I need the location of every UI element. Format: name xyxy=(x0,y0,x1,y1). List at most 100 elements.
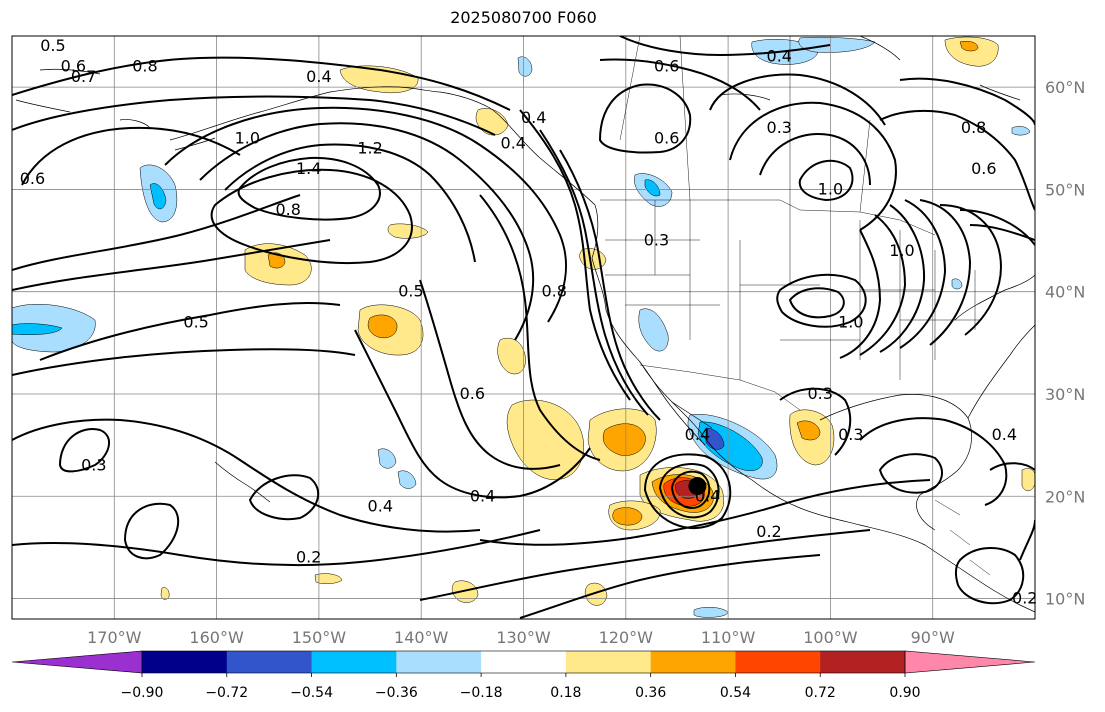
shade-neg-region xyxy=(705,427,725,450)
contour-line xyxy=(643,453,732,530)
shade-neg-region xyxy=(1011,126,1031,136)
colorbar-swatch xyxy=(142,651,228,673)
shade-pos-region xyxy=(959,41,979,52)
contour-line xyxy=(599,58,761,111)
contour-label: 1.0 xyxy=(838,312,863,331)
contour-line xyxy=(164,106,567,323)
coastline-alaska xyxy=(119,86,441,151)
contour-label: 0.3 xyxy=(838,425,863,444)
contour-line xyxy=(12,194,301,271)
latitude-tick-label: 20°N xyxy=(1045,487,1085,506)
contour-line xyxy=(419,279,561,470)
contour-line xyxy=(658,463,720,519)
contour-label: 0.2 xyxy=(1012,589,1037,608)
contour-line xyxy=(248,474,320,520)
coastline-hawaii xyxy=(214,461,271,503)
shade-neg-region xyxy=(377,448,397,469)
contour-label: 0.8 xyxy=(275,200,300,219)
longitude-tick-label: 160°W xyxy=(189,628,244,647)
contour-label: 1.0 xyxy=(235,128,260,147)
contour-line xyxy=(779,387,852,456)
contour-layer xyxy=(12,36,1035,619)
colorbar-swatch xyxy=(226,651,313,673)
contour-label: 0.3 xyxy=(767,118,792,137)
contour-line xyxy=(354,329,591,499)
shade-pos-region xyxy=(475,108,509,136)
shade-pos-region xyxy=(314,573,343,584)
contour-line xyxy=(954,547,1025,605)
shade-neg-region xyxy=(638,308,669,352)
contour-line xyxy=(879,204,926,353)
shade-neg-region xyxy=(12,323,63,335)
contour-label: 0.7 xyxy=(71,67,96,86)
contour-line xyxy=(729,101,897,231)
colorbar-tick-label: 0.18 xyxy=(550,685,581,701)
contour-line xyxy=(210,168,413,265)
contour-label: 1.2 xyxy=(357,139,382,158)
contour-label: 0.6 xyxy=(460,384,485,403)
shade-pos-region xyxy=(612,507,643,526)
contour-line xyxy=(12,348,356,376)
longitude-tick-label: 140°W xyxy=(394,628,449,647)
colorbar-tick-labels: −0.90 −0.72 −0.54 −0.36 −0.18 0.18 0.36 0.54 0.7… xyxy=(121,673,921,701)
latitude-tick-label: 60°N xyxy=(1045,78,1085,97)
contour-line xyxy=(788,287,845,319)
contour-line xyxy=(39,302,341,361)
colorbar-tick-label: 0.36 xyxy=(635,685,666,701)
contour-line xyxy=(519,109,631,401)
contour-label: 0.2 xyxy=(756,522,781,541)
contour-line xyxy=(58,428,110,473)
shade-neg-region xyxy=(693,607,729,618)
contour-label: 0.4 xyxy=(470,486,495,505)
shade-pos-region xyxy=(451,580,479,603)
shade-pos-region xyxy=(367,314,398,339)
contour-label: 0.3 xyxy=(81,456,106,475)
contour-line xyxy=(12,418,481,533)
contour-line xyxy=(878,453,944,494)
latitude-tick-label: 10°N xyxy=(1045,590,1085,609)
longitude-tick-labels: 170°W 160°W 150°W 140°W 130°W 120°W 110°W 100°W… xyxy=(87,628,955,647)
contour-line xyxy=(12,529,541,567)
contour-line xyxy=(899,199,947,349)
shade-pos-region xyxy=(944,36,999,67)
contour-label: 0.4 xyxy=(501,133,526,152)
colorbar-swatch xyxy=(396,651,482,673)
colorbar-extend-low xyxy=(11,650,143,674)
colorbar-swatch xyxy=(311,651,397,673)
coastline-layer xyxy=(15,36,1035,613)
contour-line xyxy=(776,273,867,328)
latitude-tick-label: 40°N xyxy=(1045,283,1085,302)
shade-pos-region xyxy=(796,420,821,441)
contour-label: 0.4 xyxy=(767,46,792,65)
longitude-tick-label: 170°W xyxy=(87,628,142,647)
shade-neg-region xyxy=(951,278,963,290)
colorbar-swatch xyxy=(650,651,736,673)
shade-pos-region xyxy=(584,582,608,606)
shade-pos-region xyxy=(602,423,646,456)
colorbar-tick-label: −0.90 xyxy=(121,685,164,701)
contour-line xyxy=(879,109,1035,211)
map-title: 2025080700 F060 xyxy=(450,8,597,27)
coastline-east xyxy=(954,274,1035,419)
contour-label: 0.6 xyxy=(61,57,86,76)
contour-label: 1.0 xyxy=(889,241,914,260)
latitude-tick-label: 50°N xyxy=(1045,180,1085,199)
contour-label: 0.5 xyxy=(40,36,65,55)
colorbar-swatch xyxy=(735,651,821,673)
shade-pos-region xyxy=(160,587,170,600)
colorbar-extend-high xyxy=(904,650,1036,674)
contour-label: 0.5 xyxy=(183,312,208,331)
contour-line xyxy=(224,143,476,263)
contour-line xyxy=(709,73,886,126)
contour-line xyxy=(479,479,931,546)
contour-line xyxy=(859,417,1008,506)
contour-label: 0.3 xyxy=(807,384,832,403)
contour-line xyxy=(12,95,496,136)
contour-line xyxy=(199,122,535,341)
colorbar-tick-label: −0.54 xyxy=(290,685,333,701)
contour-line xyxy=(12,56,511,111)
contour-label-layer: 0.50.60.70.80.60.41.01.41.20.80.50.50.40… xyxy=(20,36,1038,607)
colorbar-tick-label: 0.90 xyxy=(889,685,920,701)
contour-line xyxy=(670,470,711,509)
